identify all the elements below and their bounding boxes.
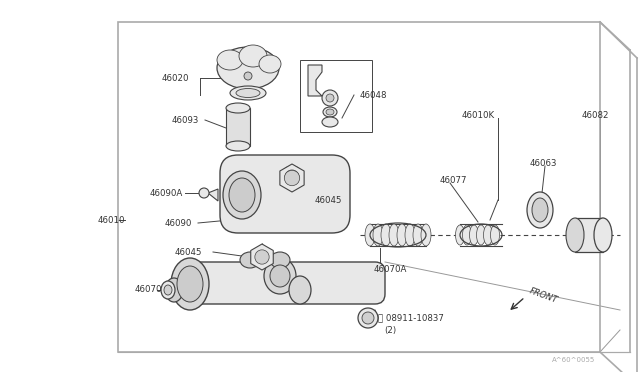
Ellipse shape [240, 252, 260, 268]
Ellipse shape [373, 224, 383, 246]
Text: 46010K: 46010K [462, 110, 495, 119]
Ellipse shape [397, 224, 407, 246]
Text: 46048: 46048 [360, 90, 387, 99]
FancyBboxPatch shape [220, 155, 350, 233]
Ellipse shape [285, 170, 299, 184]
Ellipse shape [236, 89, 260, 97]
Text: 46070A: 46070A [374, 266, 408, 275]
Ellipse shape [217, 50, 243, 70]
Polygon shape [280, 164, 304, 192]
Polygon shape [251, 244, 273, 270]
Bar [118, 22, 600, 352]
Text: 46090A: 46090A [150, 189, 183, 198]
Circle shape [199, 188, 209, 198]
Text: 46077: 46077 [440, 176, 467, 185]
Text: 46045: 46045 [315, 196, 342, 205]
Ellipse shape [281, 166, 303, 188]
Text: 46093: 46093 [172, 115, 200, 125]
Ellipse shape [326, 109, 334, 115]
Bar [300, 60, 372, 132]
Ellipse shape [527, 192, 553, 228]
Ellipse shape [161, 281, 175, 299]
Ellipse shape [322, 117, 338, 127]
Text: 46020: 46020 [162, 74, 189, 83]
Ellipse shape [463, 225, 472, 245]
Ellipse shape [421, 224, 431, 246]
Bar [575, 218, 603, 252]
Ellipse shape [323, 107, 337, 117]
Text: A^60^0055: A^60^0055 [552, 357, 595, 363]
Ellipse shape [226, 141, 250, 151]
Ellipse shape [259, 55, 281, 73]
Ellipse shape [532, 198, 548, 222]
Circle shape [244, 72, 252, 80]
Ellipse shape [289, 276, 311, 304]
Text: 46090: 46090 [165, 218, 193, 228]
Bar [226, 108, 250, 146]
Circle shape [362, 312, 374, 324]
Circle shape [284, 170, 300, 186]
Text: 46010: 46010 [97, 215, 125, 224]
Text: Ⓝ 08911-10837: Ⓝ 08911-10837 [378, 314, 444, 323]
Text: 46082: 46082 [582, 110, 609, 119]
Circle shape [322, 90, 338, 106]
Text: FRONT: FRONT [528, 286, 559, 305]
Ellipse shape [226, 103, 250, 113]
Polygon shape [208, 189, 218, 201]
Ellipse shape [177, 266, 203, 302]
Ellipse shape [230, 86, 266, 100]
Ellipse shape [483, 225, 493, 245]
Ellipse shape [405, 224, 415, 246]
Ellipse shape [217, 47, 279, 89]
Circle shape [358, 308, 378, 328]
Circle shape [326, 94, 334, 102]
Ellipse shape [381, 224, 391, 246]
Ellipse shape [171, 258, 209, 310]
Text: (2): (2) [384, 326, 396, 334]
Circle shape [255, 250, 269, 264]
Ellipse shape [270, 252, 290, 268]
Ellipse shape [566, 218, 584, 252]
Ellipse shape [239, 45, 267, 67]
Ellipse shape [594, 218, 612, 252]
Ellipse shape [477, 225, 486, 245]
Ellipse shape [365, 224, 375, 246]
Ellipse shape [470, 225, 479, 245]
Polygon shape [308, 65, 322, 96]
Ellipse shape [389, 224, 399, 246]
FancyBboxPatch shape [190, 262, 385, 304]
Ellipse shape [490, 225, 499, 245]
Ellipse shape [264, 258, 296, 294]
Text: 46045: 46045 [175, 247, 202, 257]
Text: 46070: 46070 [135, 285, 163, 295]
Ellipse shape [413, 224, 423, 246]
Ellipse shape [456, 225, 465, 245]
Ellipse shape [165, 278, 183, 302]
Ellipse shape [229, 178, 255, 212]
Text: 46063: 46063 [530, 158, 557, 167]
Ellipse shape [164, 285, 172, 295]
Ellipse shape [270, 265, 290, 287]
Ellipse shape [223, 171, 261, 219]
